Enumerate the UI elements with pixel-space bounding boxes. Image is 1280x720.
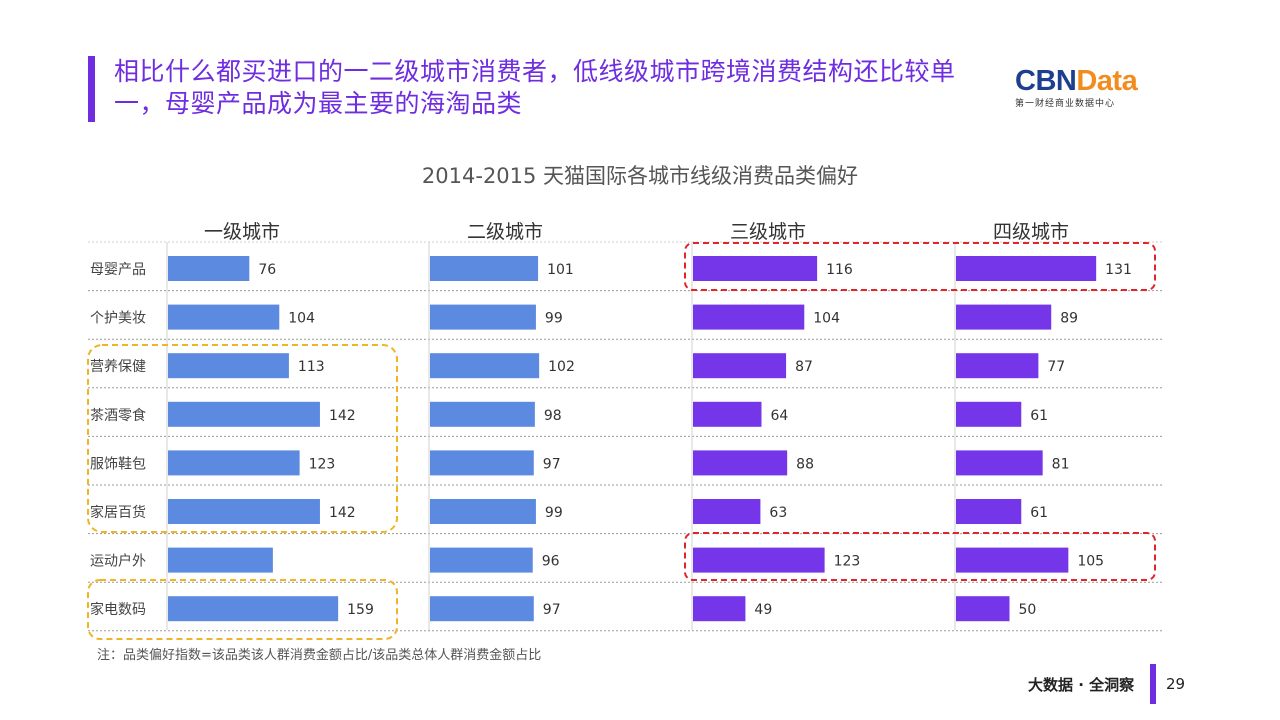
bar	[693, 353, 787, 379]
bar	[693, 304, 805, 330]
logo-wordmark: CBNData	[1015, 66, 1155, 96]
data-label: 142	[329, 408, 356, 424]
footer-slogan: 大数据 · 全洞察	[1028, 676, 1135, 694]
footer-accent-bar	[1150, 664, 1156, 704]
data-label: 142	[329, 505, 356, 521]
bar	[168, 547, 273, 573]
data-label: 104	[288, 311, 315, 327]
chart-footnote: 注：品类偏好指数=该品类该人群消费金额占比/该品类总体人群消费金额占比	[97, 648, 542, 663]
data-label: 105	[1077, 554, 1104, 570]
chart-title: 2014-2015 天猫国际各城市线级消费品类偏好	[421, 164, 859, 188]
data-label: 99	[545, 505, 563, 521]
bar	[693, 450, 788, 476]
headline-accent-bar	[88, 56, 95, 122]
bar	[430, 304, 536, 330]
page-number: 29	[1166, 675, 1186, 693]
logo-subtitle: 第一财经商业数据中心	[1015, 99, 1116, 109]
bar	[168, 304, 280, 330]
logo-data-text: Data	[1076, 65, 1138, 97]
highlight-box-yellow	[87, 344, 398, 533]
data-label: 101	[547, 262, 574, 278]
bar	[168, 256, 250, 281]
bar	[168, 450, 300, 476]
data-label: 96	[542, 554, 560, 570]
data-label: 61	[1030, 408, 1048, 424]
highlight-box-red	[684, 242, 1156, 291]
bar	[430, 596, 534, 622]
bar	[956, 596, 1010, 622]
data-label: 98	[544, 408, 562, 424]
data-label: 99	[545, 311, 563, 327]
data-label: 64	[770, 408, 788, 424]
data-label: 102	[548, 359, 575, 375]
category-label: 营养保健	[90, 359, 146, 375]
data-label: 97	[543, 602, 561, 618]
data-label: 81	[1052, 456, 1070, 472]
bar	[956, 353, 1039, 379]
category-label: 母婴产品	[90, 262, 146, 278]
bar	[956, 401, 1022, 427]
data-label: 97	[543, 456, 561, 472]
group-label-2: 二级城市	[467, 221, 543, 243]
bar	[956, 547, 1069, 573]
bar	[693, 401, 762, 427]
highlight-box-red	[684, 532, 1156, 581]
group-label-4: 四级城市	[993, 221, 1069, 243]
bar	[956, 256, 1097, 281]
data-label: 123	[309, 456, 336, 472]
data-label: 88	[796, 456, 814, 472]
data-label: 76	[258, 262, 276, 278]
data-label: 63	[769, 505, 787, 521]
data-label: 49	[754, 602, 772, 618]
bar	[168, 401, 320, 427]
bar	[693, 596, 746, 622]
bar	[430, 450, 534, 476]
bar	[430, 499, 536, 524]
data-label: 89	[1060, 311, 1078, 327]
bar	[693, 499, 761, 524]
data-label: 159	[347, 602, 374, 618]
bar	[168, 353, 289, 379]
bar	[956, 304, 1052, 330]
data-label: 50	[1019, 602, 1037, 618]
data-label: 116	[826, 262, 853, 278]
bar	[956, 499, 1022, 524]
bar	[168, 499, 320, 524]
bar	[430, 256, 539, 281]
bar	[430, 401, 535, 427]
bar	[430, 353, 540, 379]
bar	[430, 547, 533, 573]
category-label: 个护美妆	[90, 311, 146, 327]
bar	[693, 547, 825, 573]
category-label: 运动户外	[90, 553, 146, 570]
data-label: 123	[834, 554, 861, 570]
data-label: 104	[813, 311, 840, 327]
category-label: 茶酒零食	[90, 407, 146, 424]
data-label: 61	[1030, 505, 1048, 521]
data-label: 131	[1105, 262, 1132, 278]
category-label: 家电数码	[90, 601, 146, 618]
category-label: 服饰鞋包	[90, 456, 146, 472]
slide-headline: 相比什么都买进口的一二级城市消费者，低线级城市跨境消费结构还比较单一，母婴产品成…	[114, 57, 956, 118]
group-label-1: 一级城市	[204, 221, 280, 243]
group-label-3: 三级城市	[730, 221, 806, 243]
data-label: 87	[795, 359, 813, 375]
category-label: 家居百货	[90, 504, 146, 521]
bar	[693, 256, 818, 281]
cbndata-logo: CBNData 第一财经商业数据中心	[1015, 66, 1155, 109]
highlight-box-yellow	[87, 579, 398, 640]
logo-cbn-text: CBN	[1015, 65, 1077, 97]
bar	[956, 450, 1043, 476]
bar	[168, 596, 339, 622]
data-label: 113	[298, 359, 325, 375]
data-label: 77	[1047, 359, 1065, 375]
